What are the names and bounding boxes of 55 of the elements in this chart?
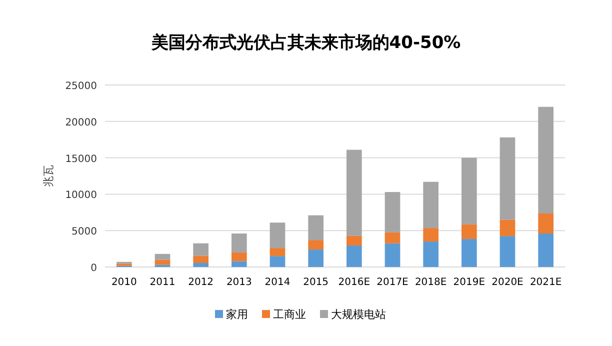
bar bbox=[384, 243, 400, 267]
bar bbox=[154, 254, 170, 260]
bar bbox=[462, 238, 477, 267]
bar bbox=[232, 252, 247, 262]
x-tick-label: 2019E bbox=[453, 277, 486, 288]
bar bbox=[270, 222, 286, 248]
bar bbox=[270, 256, 286, 267]
x-tick-label: 2013 bbox=[226, 277, 252, 288]
bar bbox=[384, 192, 400, 232]
bar bbox=[538, 234, 554, 267]
bar bbox=[423, 228, 438, 242]
x-tick-label: 2017E bbox=[376, 277, 408, 288]
bar bbox=[232, 261, 247, 267]
bar bbox=[500, 236, 516, 267]
x-tick-label: 2016E bbox=[338, 277, 370, 288]
bar bbox=[384, 232, 400, 244]
bar bbox=[346, 246, 362, 267]
bar bbox=[308, 215, 324, 240]
bar bbox=[232, 234, 247, 252]
y-tick-label: 15000 bbox=[65, 154, 97, 165]
x-tick-label: 2011 bbox=[150, 277, 176, 288]
bar bbox=[500, 137, 516, 220]
bar bbox=[193, 256, 208, 263]
legend-label: 家用 bbox=[226, 308, 248, 321]
x-tick-label: 2010 bbox=[111, 277, 137, 288]
bar bbox=[193, 262, 208, 267]
x-tick-label: 2012 bbox=[188, 277, 214, 288]
bar bbox=[423, 182, 438, 228]
x-tick-label: 2015 bbox=[303, 277, 329, 288]
y-tick-label: 0 bbox=[90, 263, 97, 274]
bar bbox=[462, 224, 477, 239]
x-tick-label: 2014 bbox=[264, 277, 290, 288]
bar bbox=[346, 150, 362, 236]
bar bbox=[270, 248, 286, 256]
x-tick-label: 2021E bbox=[530, 277, 562, 288]
y-tick-label: 5000 bbox=[72, 226, 97, 238]
bar bbox=[538, 106, 554, 214]
bar bbox=[423, 242, 438, 267]
chart-title: 美国分布式光伏占其未来市场的40-50% bbox=[150, 33, 461, 53]
bar bbox=[193, 243, 208, 256]
bar bbox=[500, 220, 516, 236]
bar bbox=[154, 260, 170, 265]
x-tick-label: 2018E bbox=[414, 277, 447, 288]
x-tick-label: 2020E bbox=[492, 277, 524, 288]
bar bbox=[346, 236, 362, 246]
y-tick-label: 10000 bbox=[65, 190, 97, 202]
bar bbox=[308, 250, 324, 267]
bar bbox=[538, 213, 554, 234]
bar bbox=[308, 240, 324, 250]
y-axis-title: 兆瓦 bbox=[42, 165, 55, 187]
legend-label: 大规模电站 bbox=[331, 308, 386, 321]
legend-label: 工商业 bbox=[273, 308, 306, 321]
bar bbox=[462, 158, 477, 224]
y-tick-label: 20000 bbox=[65, 117, 97, 128]
y-tick-label: 25000 bbox=[65, 81, 97, 92]
